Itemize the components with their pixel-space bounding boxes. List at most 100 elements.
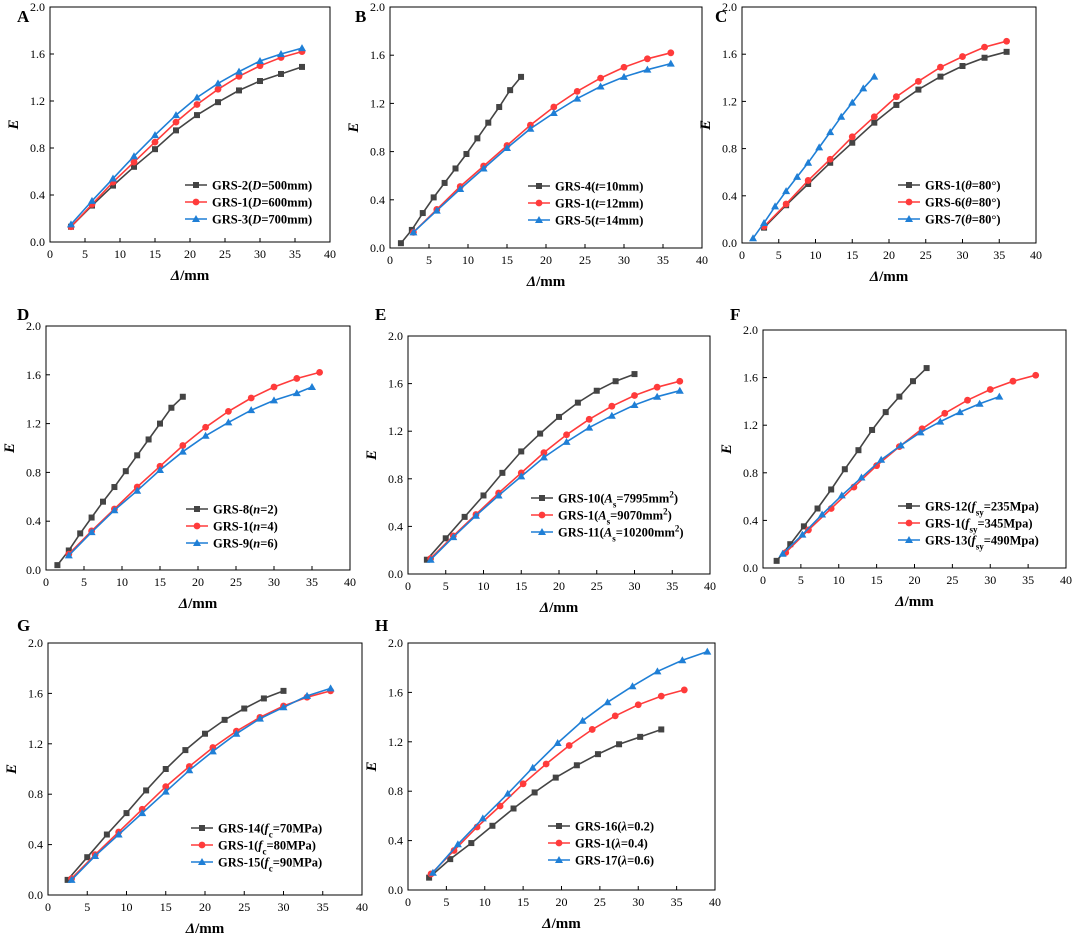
y-tick-label: 0.4 bbox=[743, 513, 758, 527]
data-point bbox=[138, 809, 147, 817]
data-point bbox=[826, 155, 834, 163]
chart-panel-a: A 0 5 10 15 20 25 30 35 40 0.0 0.4 0.8 1.2 1.6 2.0 Δ/mm E… bbox=[6, 0, 336, 284]
data-point bbox=[280, 687, 287, 694]
legend-marker bbox=[193, 182, 199, 188]
x-tick-label: 15 bbox=[517, 895, 529, 909]
x-axis-title: Δ/mm bbox=[894, 594, 934, 610]
y-tick-label: 1.6 bbox=[370, 48, 385, 62]
data-point bbox=[616, 741, 623, 748]
data-point bbox=[461, 513, 468, 520]
series-1 bbox=[426, 726, 665, 881]
series-line bbox=[70, 50, 303, 228]
data-point bbox=[489, 822, 496, 829]
data-point bbox=[235, 67, 243, 75]
chart-panel-d: D 0 5 10 15 20 25 30 35 40 0.0 0.4 0.8 1.2 1.6 2.0 Δ/mm E… bbox=[2, 305, 356, 612]
data-point bbox=[67, 220, 75, 228]
data-point bbox=[611, 712, 619, 720]
data-point bbox=[628, 682, 637, 690]
panel-letter: G bbox=[17, 616, 30, 635]
y-tick-label: 0.8 bbox=[743, 466, 758, 480]
data-point bbox=[542, 760, 550, 768]
data-point bbox=[1032, 371, 1040, 379]
y-tick-label: 0.0 bbox=[388, 883, 403, 897]
data-point bbox=[449, 533, 458, 541]
data-point bbox=[653, 383, 661, 391]
x-tick-label: 15 bbox=[160, 900, 172, 914]
data-point bbox=[485, 119, 492, 126]
data-point bbox=[773, 557, 780, 564]
series-2 bbox=[65, 368, 323, 558]
data-point bbox=[225, 408, 232, 415]
y-tick-label: 0.0 bbox=[28, 888, 43, 902]
data-point bbox=[573, 94, 582, 102]
y-tick-label: 1.2 bbox=[28, 737, 43, 751]
data-point bbox=[260, 695, 267, 702]
data-point bbox=[981, 54, 988, 61]
x-tick-label: 35 bbox=[666, 579, 678, 593]
x-tick-label: 30 bbox=[957, 248, 969, 262]
data-point bbox=[782, 200, 790, 208]
x-tick-label: 10 bbox=[462, 253, 474, 267]
data-point bbox=[596, 82, 605, 90]
data-point bbox=[798, 530, 807, 538]
data-point bbox=[430, 194, 437, 201]
x-tick-label: 20 bbox=[909, 573, 921, 587]
x-axis-title: Δ/mm bbox=[526, 274, 566, 290]
y-tick-label: 0.0 bbox=[722, 236, 737, 250]
data-point bbox=[550, 103, 558, 111]
x-tick-label: 30 bbox=[629, 579, 641, 593]
data-point bbox=[805, 526, 812, 534]
legend-marker bbox=[905, 198, 913, 206]
data-point bbox=[247, 406, 256, 414]
data-point bbox=[805, 181, 812, 187]
y-tick-label: 2.0 bbox=[743, 323, 758, 337]
x-tick-label: 0 bbox=[47, 247, 53, 261]
data-point bbox=[804, 158, 813, 166]
y-tick-label: 2.0 bbox=[370, 0, 385, 14]
series-line bbox=[430, 689, 685, 875]
x-tick-label: 40 bbox=[709, 895, 721, 909]
y-tick-label: 1.6 bbox=[722, 47, 737, 61]
series-line bbox=[412, 52, 671, 233]
data-point bbox=[247, 394, 255, 402]
x-tick-label: 5 bbox=[82, 247, 88, 261]
data-point bbox=[620, 63, 628, 71]
legend-marker bbox=[536, 183, 542, 189]
x-tick-label: 10 bbox=[116, 575, 128, 589]
data-point bbox=[326, 684, 335, 692]
data-point bbox=[585, 415, 593, 423]
x-tick-label: 5 bbox=[443, 895, 449, 909]
x-tick-label: 20 bbox=[184, 247, 196, 261]
data-point bbox=[909, 378, 916, 385]
x-tick-label: 30 bbox=[278, 900, 290, 914]
legend-marker bbox=[535, 199, 543, 207]
data-point bbox=[892, 93, 900, 101]
data-point bbox=[607, 411, 616, 419]
panel-letter: B bbox=[355, 7, 366, 26]
x-tick-label: 30 bbox=[254, 247, 266, 261]
legend-marker bbox=[555, 839, 563, 847]
legend-label: GRS-2(D=500mm) bbox=[212, 179, 312, 193]
data-point bbox=[771, 202, 780, 210]
data-point bbox=[653, 392, 662, 400]
data-point bbox=[441, 179, 448, 186]
x-tick-label: 15 bbox=[501, 253, 513, 267]
data-point bbox=[565, 742, 573, 749]
data-point bbox=[531, 789, 538, 796]
data-point bbox=[65, 547, 72, 554]
x-tick-label: 15 bbox=[154, 575, 166, 589]
data-point bbox=[517, 472, 526, 480]
y-tick-label: 0.0 bbox=[370, 241, 385, 255]
x-tick-label: 35 bbox=[657, 253, 669, 267]
x-tick-label: 0 bbox=[405, 895, 411, 909]
panel-letter: A bbox=[17, 7, 30, 26]
y-tick-label: 1.2 bbox=[388, 735, 403, 749]
data-point bbox=[494, 491, 503, 499]
y-tick-label: 2.0 bbox=[388, 636, 403, 650]
y-tick-label: 0.4 bbox=[370, 193, 385, 207]
y-axis-title: E bbox=[346, 122, 362, 133]
series-3 bbox=[778, 392, 1004, 557]
data-point bbox=[178, 447, 187, 455]
x-tick-label: 15 bbox=[846, 248, 858, 262]
data-point bbox=[995, 392, 1004, 400]
